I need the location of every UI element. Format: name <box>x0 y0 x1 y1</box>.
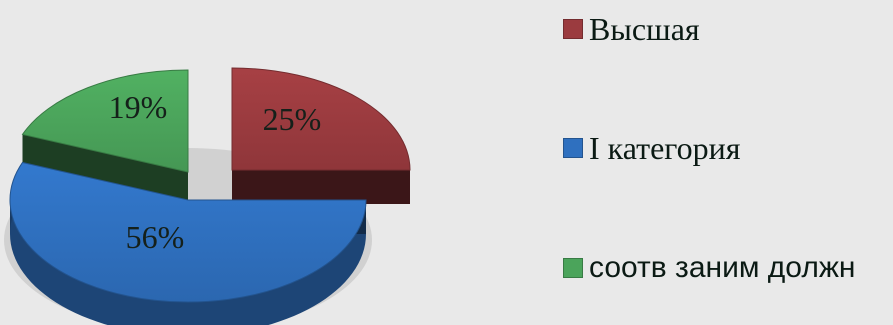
data-label-1: 56% <box>126 219 185 255</box>
legend-label-i-kategoriya: I категория <box>589 130 741 166</box>
legend-item-vysshaya: Высшая <box>563 13 700 45</box>
pie-slice-side-0 <box>232 170 410 204</box>
legend-item-sootv-zanim-dolzhn: соотв заним должн <box>563 253 855 283</box>
legend-swatch-sootv-zanim-dolzhn <box>563 258 583 278</box>
pie-slice-i-категория <box>9 161 367 303</box>
pie-slice-высшая <box>231 67 411 171</box>
legend-item-i-kategoriya: I категория <box>563 132 740 164</box>
chart-legend: Высшая I категория соотв заним должн <box>563 0 893 325</box>
legend-label-sootv-zanim-dolzhn: соотв заним должн <box>589 251 856 284</box>
legend-label-vysshaya: Высшая <box>589 11 700 47</box>
legend-swatch-i-kategoriya <box>563 138 583 158</box>
legend-swatch-vysshaya <box>563 19 583 39</box>
pie-slice-соотв-заним-должн <box>21 69 189 173</box>
data-label-2: 19% <box>109 89 168 125</box>
pie-chart-svg: 19% 25% 56% <box>4 67 411 325</box>
data-label-0: 25% <box>263 101 322 137</box>
